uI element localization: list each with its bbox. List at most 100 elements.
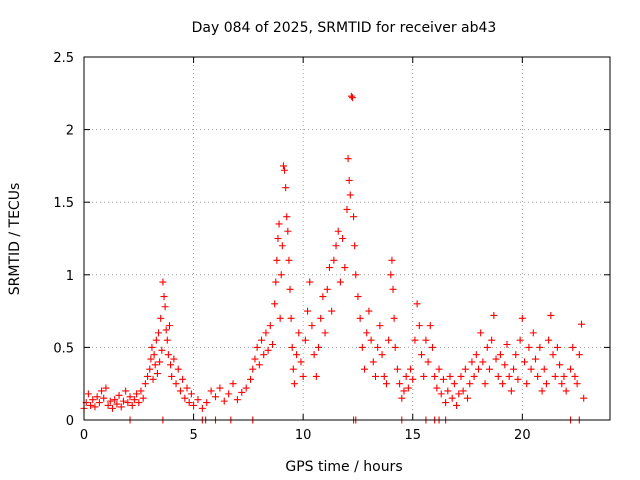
data-point [388, 256, 396, 264]
data-point [216, 384, 224, 392]
data-point [389, 285, 397, 293]
data-point [481, 380, 489, 388]
data-point [468, 358, 476, 366]
data-point [122, 387, 130, 395]
data-point [115, 391, 123, 399]
data-point [89, 396, 97, 404]
data-point [352, 271, 360, 279]
data-point [106, 397, 114, 405]
data-point [573, 380, 581, 388]
data-point [194, 396, 202, 404]
data-point [350, 213, 358, 221]
y-tick-label: 0.5 [53, 341, 74, 356]
data-point [396, 380, 404, 388]
data-point [343, 205, 351, 213]
data-point [128, 401, 136, 409]
data-point [276, 314, 284, 322]
data-point [272, 278, 280, 286]
data-point [459, 387, 467, 395]
data-point [162, 326, 170, 334]
data-point [312, 372, 320, 380]
data-point [247, 375, 255, 383]
data-point [446, 372, 454, 380]
data-point [339, 235, 347, 242]
data-point [455, 390, 463, 398]
data-point [393, 365, 401, 373]
y-axis-ticks: 0 0.5 1 1.5 2 2.5 [53, 51, 610, 429]
data-point [348, 94, 356, 102]
data-point [435, 365, 443, 373]
data-point [148, 343, 156, 351]
y-tick-label: 2 [66, 124, 74, 139]
data-point [483, 343, 491, 351]
data-point [420, 372, 428, 380]
data-point [289, 365, 297, 373]
data-point [514, 375, 522, 383]
data-point [153, 370, 161, 378]
data-point [286, 285, 294, 293]
data-point [328, 307, 336, 315]
data-point [308, 322, 316, 330]
data-point [262, 329, 270, 337]
data-point [437, 390, 445, 398]
data-point [330, 256, 338, 264]
data-point [536, 343, 544, 351]
data-point [409, 375, 417, 383]
data-point [374, 343, 382, 351]
data-point [351, 242, 359, 250]
data-point [540, 365, 548, 373]
plot-frame [83, 56, 611, 421]
data-point [281, 166, 289, 174]
data-point [418, 351, 426, 359]
data-point [569, 343, 577, 351]
data-point [321, 329, 329, 337]
data-point [285, 256, 293, 264]
data-point [575, 351, 583, 359]
data-point [144, 372, 152, 380]
data-point [264, 346, 272, 354]
chart-title: Day 084 of 2025, SRMTID for receiver ab4… [192, 20, 497, 36]
data-point [431, 372, 439, 380]
data-point [398, 394, 406, 402]
data-point [466, 380, 474, 388]
data-point [411, 336, 419, 344]
data-point [149, 375, 157, 383]
data-point [356, 314, 364, 322]
data-point [293, 351, 301, 359]
data-point [315, 343, 323, 351]
data-point [496, 351, 504, 359]
data-point [365, 307, 373, 315]
data-point [185, 399, 193, 407]
data-point [507, 387, 515, 395]
data-point [212, 393, 219, 401]
data-point [137, 387, 145, 395]
data-point [284, 227, 292, 235]
data-point [334, 227, 342, 235]
data-point [119, 397, 127, 405]
data-point [354, 293, 362, 301]
data-point [277, 271, 285, 279]
data-point [306, 278, 314, 286]
data-point [323, 285, 331, 293]
data-point [376, 322, 384, 330]
data-point [172, 380, 180, 388]
data-point [151, 361, 159, 369]
data-point [139, 394, 147, 402]
data-point [163, 336, 171, 344]
data-point [525, 343, 533, 351]
x-tick-label: 15 [404, 428, 421, 443]
data-point [158, 346, 166, 354]
data-point [347, 92, 355, 100]
data-point [126, 393, 134, 401]
data-point [93, 393, 101, 401]
data-point [461, 365, 469, 373]
data-point [104, 401, 112, 409]
data-point [100, 394, 108, 402]
data-point [558, 380, 566, 388]
data-point [164, 351, 172, 359]
data-point [87, 401, 95, 409]
data-point [317, 314, 325, 322]
data-point [450, 380, 458, 388]
data-point [534, 372, 542, 380]
data-point [108, 404, 116, 412]
